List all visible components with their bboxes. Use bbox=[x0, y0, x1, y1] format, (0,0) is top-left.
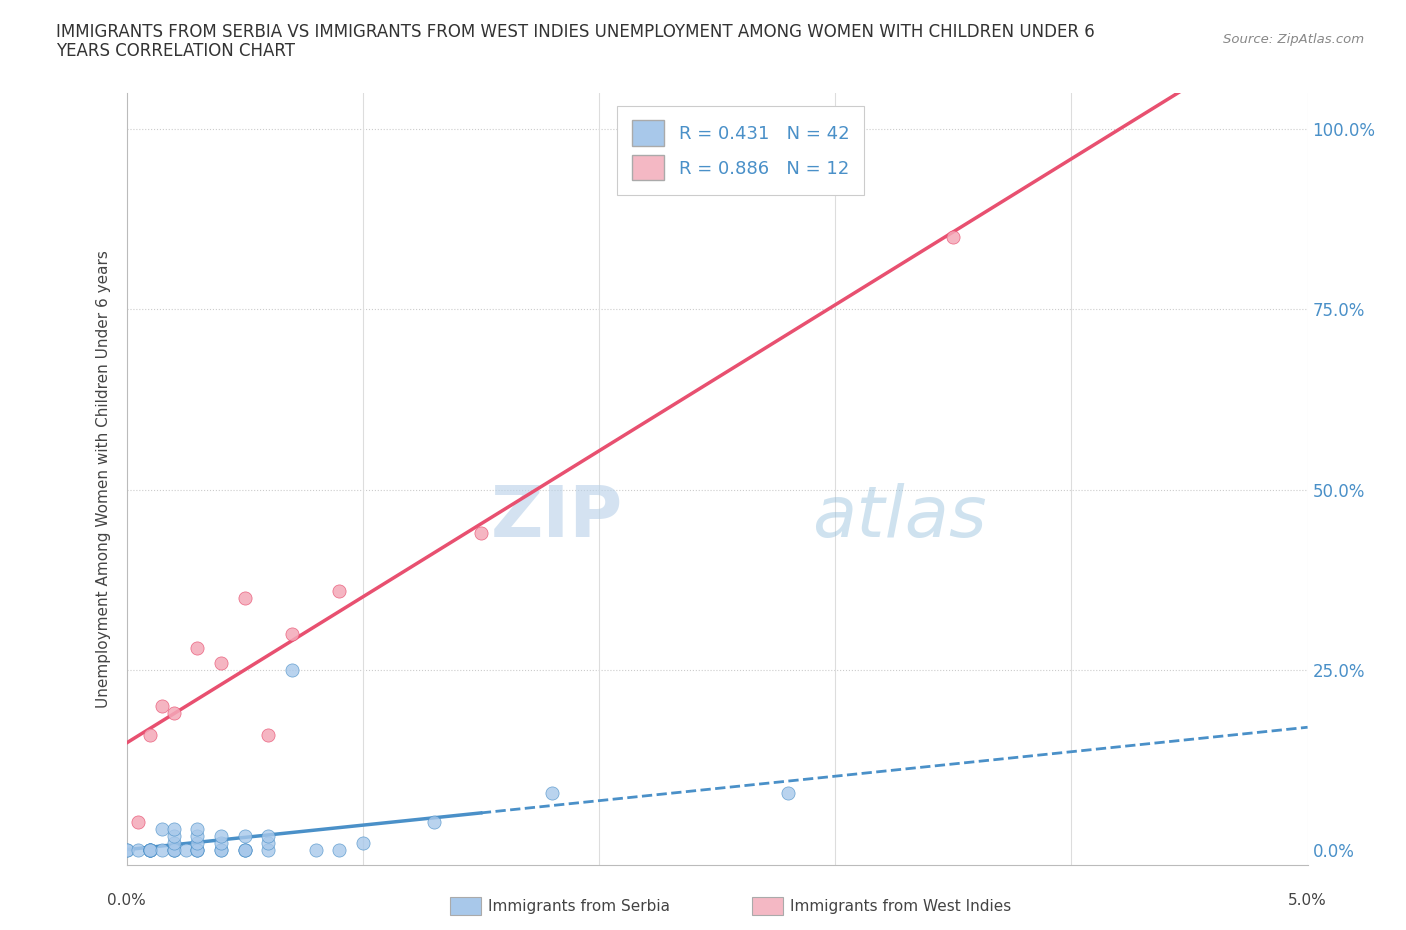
Point bbox=[163, 829, 186, 844]
Point bbox=[304, 843, 326, 857]
Point bbox=[257, 829, 280, 844]
Point bbox=[233, 843, 256, 857]
Point bbox=[186, 843, 208, 857]
Point bbox=[115, 843, 138, 857]
Point bbox=[776, 785, 799, 800]
Point bbox=[352, 836, 374, 851]
Point bbox=[163, 821, 186, 836]
Point bbox=[139, 843, 162, 857]
Text: 0.0%: 0.0% bbox=[107, 893, 146, 908]
Point bbox=[209, 829, 232, 844]
Point bbox=[281, 663, 304, 678]
Point bbox=[139, 843, 162, 857]
Text: Source: ZipAtlas.com: Source: ZipAtlas.com bbox=[1223, 33, 1364, 46]
Point bbox=[139, 843, 162, 857]
Point bbox=[163, 843, 186, 857]
Text: YEARS CORRELATION CHART: YEARS CORRELATION CHART bbox=[56, 42, 295, 60]
Y-axis label: Unemployment Among Women with Children Under 6 years: Unemployment Among Women with Children U… bbox=[96, 250, 111, 708]
Point bbox=[209, 843, 232, 857]
Point bbox=[115, 843, 138, 857]
Point bbox=[186, 829, 208, 844]
Point bbox=[163, 843, 186, 857]
Point bbox=[328, 583, 350, 598]
Point bbox=[540, 785, 562, 800]
Point bbox=[942, 230, 965, 245]
Point bbox=[281, 627, 304, 642]
Point bbox=[233, 829, 256, 844]
Point bbox=[257, 727, 280, 742]
Text: Immigrants from Serbia: Immigrants from Serbia bbox=[488, 899, 669, 914]
Point bbox=[257, 843, 280, 857]
Point bbox=[139, 843, 162, 857]
Point bbox=[186, 641, 208, 656]
Point bbox=[257, 836, 280, 851]
Point bbox=[150, 843, 173, 857]
Text: ZIP: ZIP bbox=[491, 483, 623, 552]
Point bbox=[139, 843, 162, 857]
Point bbox=[470, 525, 492, 540]
Text: IMMIGRANTS FROM SERBIA VS IMMIGRANTS FROM WEST INDIES UNEMPLOYMENT AMONG WOMEN W: IMMIGRANTS FROM SERBIA VS IMMIGRANTS FRO… bbox=[56, 23, 1095, 41]
Point bbox=[209, 656, 232, 671]
Point bbox=[150, 821, 173, 836]
Point bbox=[127, 843, 149, 857]
Legend: R = 0.431   N = 42, R = 0.886   N = 12: R = 0.431 N = 42, R = 0.886 N = 12 bbox=[617, 106, 863, 195]
Point bbox=[174, 843, 197, 857]
Point bbox=[209, 843, 232, 857]
Text: Immigrants from West Indies: Immigrants from West Indies bbox=[790, 899, 1011, 914]
Text: atlas: atlas bbox=[811, 483, 986, 552]
Text: 5.0%: 5.0% bbox=[1288, 893, 1327, 908]
Point bbox=[163, 706, 186, 721]
Point bbox=[233, 843, 256, 857]
Point bbox=[209, 836, 232, 851]
Point bbox=[233, 843, 256, 857]
Point bbox=[186, 843, 208, 857]
Point bbox=[163, 843, 186, 857]
Point bbox=[127, 814, 149, 829]
Point bbox=[186, 836, 208, 851]
Point bbox=[150, 698, 173, 713]
Point bbox=[233, 591, 256, 605]
Point bbox=[139, 843, 162, 857]
Point bbox=[422, 814, 444, 829]
Point bbox=[328, 843, 350, 857]
Point bbox=[163, 836, 186, 851]
Point bbox=[139, 727, 162, 742]
Point bbox=[186, 821, 208, 836]
Point bbox=[186, 843, 208, 857]
